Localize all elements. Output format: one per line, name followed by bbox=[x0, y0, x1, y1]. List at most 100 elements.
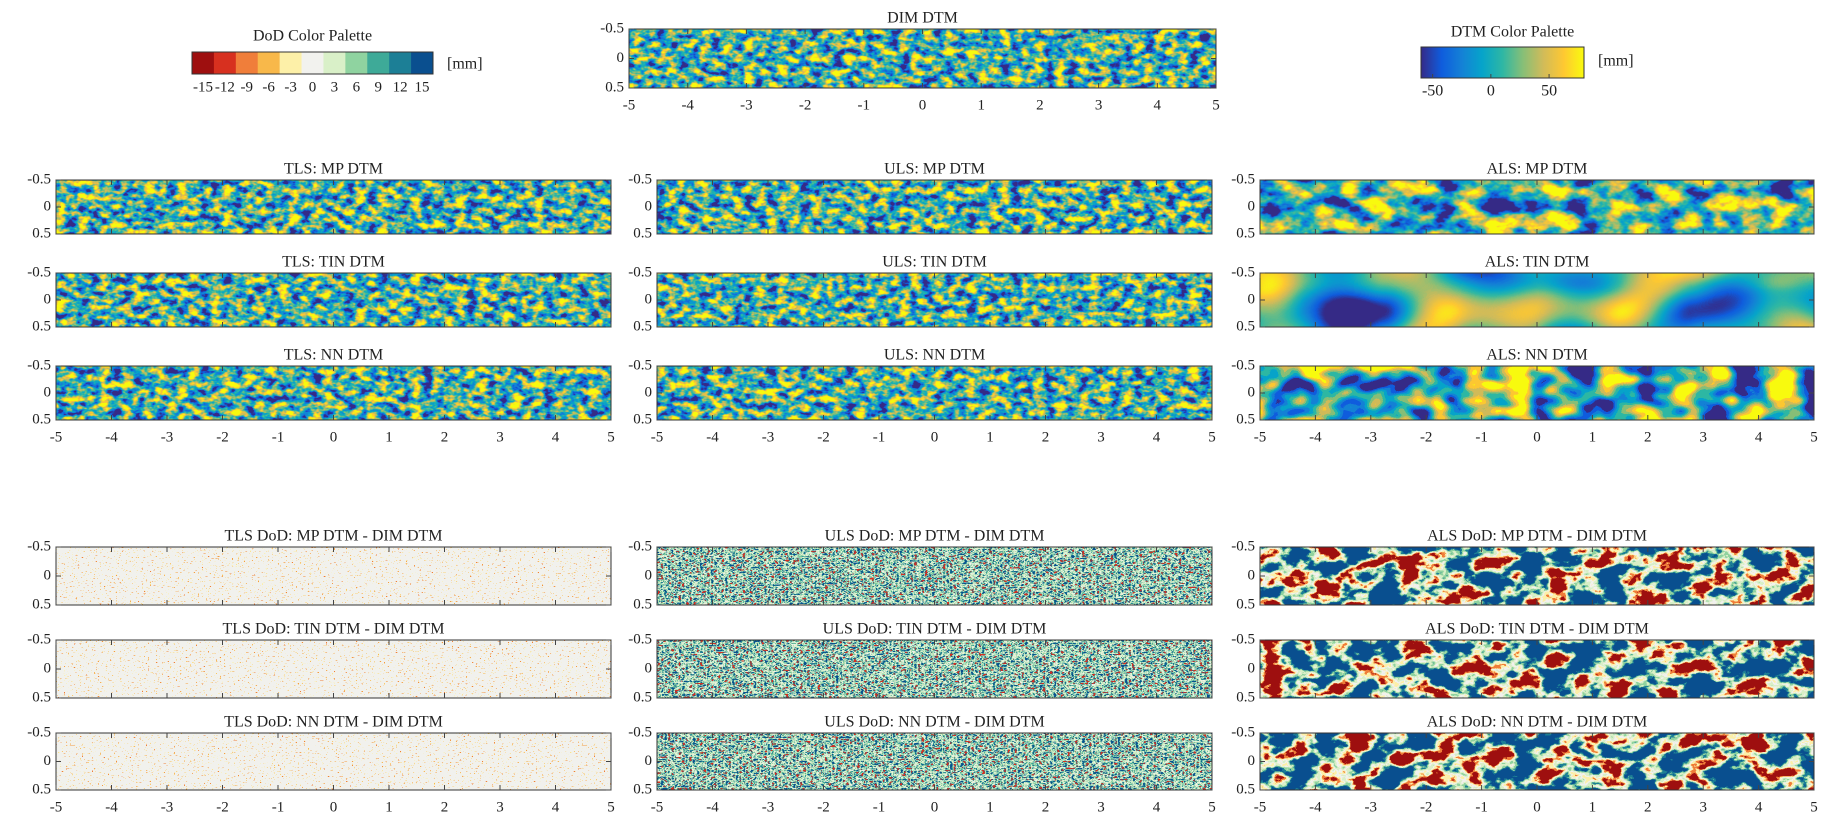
y-tick-label: -0.5 bbox=[27, 538, 51, 554]
heatmap-raster bbox=[657, 180, 1212, 234]
panel-title: TLS: MP DTM bbox=[284, 161, 383, 178]
x-tick-label: -1 bbox=[1475, 799, 1488, 815]
y-tick-label: 0 bbox=[44, 384, 52, 400]
panel-title: TLS DoD: TIN DTM - DIM DTM bbox=[223, 621, 445, 638]
y-tick-label: -0.5 bbox=[27, 357, 51, 373]
heatmap-raster bbox=[657, 547, 1212, 605]
y-tick-label: 0 bbox=[645, 660, 653, 676]
x-tick-label: 0 bbox=[931, 799, 939, 815]
x-tick-label: -1 bbox=[873, 799, 886, 815]
x-tick-label: 1 bbox=[977, 97, 985, 113]
y-tick-label: 0 bbox=[1248, 567, 1256, 583]
colorbar-tick-label: 6 bbox=[353, 79, 361, 95]
x-tick-label: -2 bbox=[799, 97, 812, 113]
x-tick-label: 4 bbox=[1153, 799, 1161, 815]
y-tick-label: 0.5 bbox=[1236, 225, 1255, 241]
colorbar-tick-label: -15 bbox=[193, 79, 213, 95]
x-tick-label: 5 bbox=[1212, 97, 1220, 113]
x-tick-label: 3 bbox=[496, 799, 504, 815]
x-tick-label: 2 bbox=[441, 429, 449, 445]
panel-title: ALS DoD: NN DTM - DIM DTM bbox=[1427, 714, 1647, 731]
y-tick-label: 0 bbox=[645, 198, 653, 214]
x-tick-label: -3 bbox=[1365, 429, 1378, 445]
y-tick-label: -0.5 bbox=[1231, 538, 1255, 554]
colorbar-frame bbox=[191, 51, 434, 75]
y-tick-label: 0 bbox=[617, 50, 625, 66]
x-tick-label: -2 bbox=[817, 799, 830, 815]
x-tick-label: 4 bbox=[1154, 97, 1162, 113]
x-tick-label: 4 bbox=[1755, 429, 1763, 445]
x-tick-label: 5 bbox=[1208, 799, 1216, 815]
x-tick-label: -3 bbox=[161, 429, 174, 445]
x-tick-label: 0 bbox=[931, 429, 939, 445]
y-tick-label: 0.5 bbox=[32, 689, 51, 705]
colorbar-swatch bbox=[213, 52, 237, 74]
panel-title: ULS: MP DTM bbox=[884, 161, 985, 178]
y-tick-label: 0.5 bbox=[32, 318, 51, 334]
colorbar-title: DTM Color Palette bbox=[1451, 24, 1575, 41]
y-tick-label: 0.5 bbox=[32, 225, 51, 241]
colorbar-tick-label: 15 bbox=[415, 79, 430, 95]
x-tick-label: -5 bbox=[1254, 799, 1267, 815]
heatmap-raster bbox=[56, 547, 611, 605]
x-tick-label: 2 bbox=[441, 799, 449, 815]
colorbar-swatch bbox=[367, 52, 390, 74]
y-tick-label: 0.5 bbox=[633, 411, 652, 427]
y-tick-label: 0 bbox=[1248, 198, 1256, 214]
heatmap-raster bbox=[629, 29, 1216, 88]
y-tick-label: -0.5 bbox=[1231, 631, 1255, 647]
heatmap-raster bbox=[56, 180, 611, 234]
x-tick-label: 3 bbox=[1097, 799, 1105, 815]
y-tick-label: -0.5 bbox=[628, 357, 652, 373]
y-tick-label: 0 bbox=[1248, 291, 1256, 307]
y-tick-label: 0 bbox=[645, 753, 653, 769]
colorbar bbox=[1421, 47, 1584, 78]
heatmap-raster bbox=[1260, 547, 1814, 605]
x-tick-label: 0 bbox=[919, 97, 927, 113]
x-tick-label: -4 bbox=[706, 429, 719, 445]
colorbar-tick-label: 0 bbox=[309, 79, 317, 95]
y-tick-label: 0.5 bbox=[1236, 411, 1255, 427]
heatmap-raster bbox=[56, 640, 611, 698]
colorbar-swatch bbox=[301, 52, 324, 74]
x-tick-label: -3 bbox=[762, 799, 775, 815]
colorbar-frame bbox=[1420, 46, 1585, 79]
y-tick-label: 0 bbox=[44, 198, 52, 214]
panel-title: ALS DoD: MP DTM - DIM DTM bbox=[1427, 528, 1647, 545]
x-tick-label: 4 bbox=[552, 429, 560, 445]
x-tick-label: 3 bbox=[1699, 429, 1707, 445]
colorbar-swatch bbox=[192, 52, 215, 74]
y-tick-label: 0 bbox=[645, 291, 653, 307]
colorbar-swatch bbox=[411, 52, 434, 74]
y-tick-label: -0.5 bbox=[1231, 357, 1255, 373]
x-tick-label: 1 bbox=[986, 429, 994, 445]
y-tick-label: 0.5 bbox=[1236, 318, 1255, 334]
y-tick-label: 0.5 bbox=[1236, 596, 1255, 612]
x-tick-label: -5 bbox=[1254, 429, 1267, 445]
x-tick-label: -3 bbox=[161, 799, 174, 815]
x-tick-label: -1 bbox=[858, 97, 871, 113]
x-tick-label: -2 bbox=[817, 429, 830, 445]
panel-title: ALS: TIN DTM bbox=[1485, 254, 1590, 271]
y-tick-label: 0.5 bbox=[633, 596, 652, 612]
x-tick-label: 1 bbox=[385, 429, 393, 445]
x-tick-label: 5 bbox=[607, 429, 615, 445]
colorbar-tick-label: -12 bbox=[215, 79, 235, 95]
y-tick-label: -0.5 bbox=[27, 264, 51, 280]
x-tick-label: 1 bbox=[1589, 799, 1597, 815]
heatmap-raster bbox=[1260, 273, 1814, 327]
x-tick-label: -2 bbox=[1420, 429, 1433, 445]
colorbar-unit: [mm] bbox=[447, 56, 483, 73]
x-tick-label: 3 bbox=[1097, 429, 1105, 445]
x-tick-label: -3 bbox=[762, 429, 775, 445]
heatmap-raster bbox=[657, 733, 1212, 790]
y-tick-label: 0.5 bbox=[633, 781, 652, 797]
y-tick-label: 0.5 bbox=[633, 689, 652, 705]
colorbar-unit: [mm] bbox=[1598, 53, 1634, 70]
x-tick-label: -4 bbox=[105, 429, 118, 445]
x-tick-label: 5 bbox=[1810, 429, 1818, 445]
x-tick-label: 0 bbox=[1533, 429, 1541, 445]
x-tick-label: -5 bbox=[651, 429, 664, 445]
panel-title: DIM DTM bbox=[887, 10, 958, 27]
x-tick-label: -5 bbox=[50, 799, 63, 815]
